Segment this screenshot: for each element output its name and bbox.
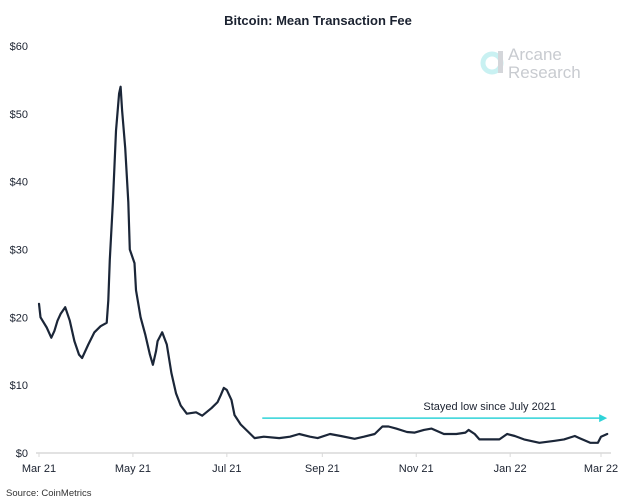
x-tick-label: Mar 22 xyxy=(584,463,618,475)
x-tick-label: Mar 21 xyxy=(22,463,56,475)
y-tick-label: $30 xyxy=(10,245,28,257)
y-tick-label: $10 xyxy=(10,380,28,392)
y-tick-label: $60 xyxy=(10,41,28,53)
x-axis: Mar 21 May 21 Jul 21 Sep 21 Nov 21 Jan 22 Mar … xyxy=(22,453,618,475)
y-tick-label: $0 xyxy=(16,448,28,460)
logo-line2: Research xyxy=(508,63,581,82)
x-tick-label: May 21 xyxy=(115,463,151,475)
source-note: Source: CoinMetrics xyxy=(6,488,92,499)
series-line-mean-fee xyxy=(37,85,609,444)
x-tick-label: Sep 21 xyxy=(305,463,340,475)
y-tick-label: $50 xyxy=(10,109,28,121)
y-axis: $0 $10 $20 $30 $40 $50 $60 xyxy=(10,41,28,460)
logo-line1: Arcane xyxy=(508,45,562,64)
chart-title: Bitcoin: Mean Transaction Fee xyxy=(224,13,412,28)
x-tick-label: Nov 21 xyxy=(399,463,434,475)
y-tick-label: $20 xyxy=(10,312,28,324)
x-tick-label: Jul 21 xyxy=(212,463,241,475)
annotation-label: Stayed low since July 2021 xyxy=(423,401,556,413)
arcane-research-logo: Arcane Research xyxy=(480,45,581,82)
x-tick-label: Jan 22 xyxy=(494,463,527,475)
y-tick-label: $40 xyxy=(10,177,28,189)
annotation-arrowhead xyxy=(599,414,608,423)
logo-bar-icon xyxy=(498,51,503,73)
annotation: Stayed low since July 2021 xyxy=(262,401,608,423)
